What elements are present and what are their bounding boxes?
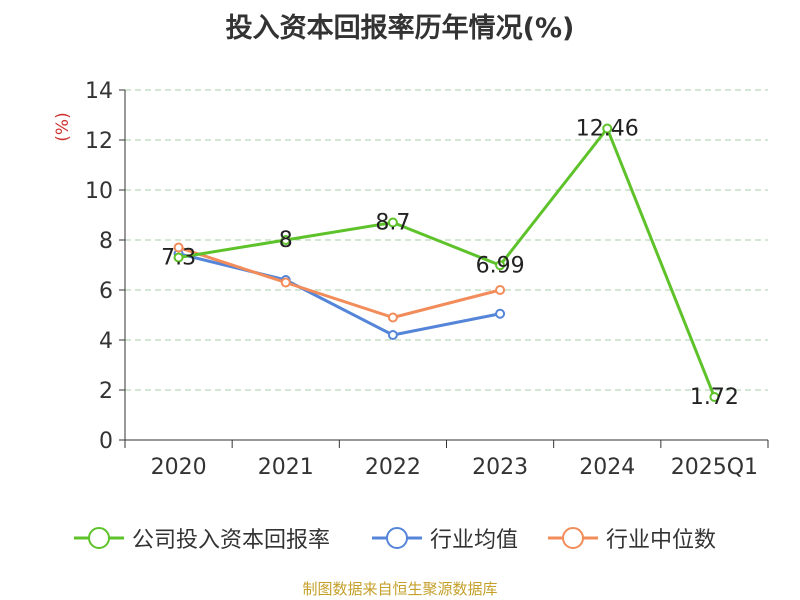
axes: 0 2 4 6 8 10 12 14 2020 2021 2022 2023 2024 2025Q1 — [85, 79, 769, 480]
data-label: 8 — [279, 228, 293, 253]
x-tick-label: 2023 — [472, 455, 528, 480]
legend-item[interactable]: 行业中位数 — [546, 518, 716, 558]
y-tick-label: 12 — [85, 129, 113, 154]
legend-label: 公司投入资本回报率 — [132, 528, 331, 553]
data-labels: 7.3 8 8.7 6.99 12.46 1.72 — [161, 117, 739, 411]
legend-label: 行业中位数 — [606, 528, 717, 553]
legend-marker — [562, 527, 584, 549]
x-tick-label: 2025Q1 — [671, 455, 758, 480]
data-label: 7.3 — [161, 246, 196, 271]
data-point — [280, 277, 291, 288]
legend-item[interactable]: 行业均值 — [370, 518, 518, 558]
y-tick-label: 8 — [99, 229, 113, 254]
data-point — [173, 242, 184, 253]
data-point — [387, 312, 398, 323]
data-point — [709, 392, 720, 402]
x-tick-label: 2022 — [365, 455, 421, 480]
legend-line-circle-icon — [548, 527, 598, 549]
data-point — [602, 123, 613, 134]
y-tick-label: 4 — [99, 329, 113, 354]
legend-line-circle-icon — [372, 527, 422, 549]
legend-marker — [88, 527, 110, 549]
series-line — [178, 252, 501, 337]
legend: 公司投入资本回报率 行业均值 行业中位数 — [0, 518, 800, 558]
data-point — [173, 252, 184, 263]
legend-marker — [386, 527, 408, 549]
data-point — [495, 260, 506, 271]
y-axis-label: (%) — [53, 112, 73, 141]
source-note: 制图数据来自恒生聚源数据库 — [302, 580, 498, 598]
data-point — [387, 330, 398, 340]
legend-line-circle-icon — [74, 527, 124, 549]
data-point — [387, 217, 398, 228]
series-line — [178, 127, 716, 398]
data-label: 12.46 — [576, 117, 639, 142]
data-label: 1.72 — [690, 385, 739, 410]
y-tick-label: 14 — [85, 79, 113, 104]
data-label: 8.7 — [375, 211, 410, 236]
grid-lines — [125, 89, 768, 391]
y-tick-label: 0 — [99, 429, 113, 454]
series-lines — [173, 123, 720, 402]
x-tick-label: 2024 — [579, 455, 635, 480]
legend-item[interactable]: 公司投入资本回报率 — [72, 518, 330, 558]
y-tick-label: 10 — [85, 179, 113, 204]
legend-label: 行业均值 — [430, 528, 519, 553]
series-line — [178, 246, 501, 319]
data-point — [495, 285, 506, 295]
data-point — [280, 235, 291, 245]
x-tick-label: 2021 — [258, 455, 314, 480]
y-tick-label: 2 — [99, 379, 113, 404]
chart-title: 投入资本回报率历年情况(%) — [225, 13, 575, 44]
y-tick-label: 6 — [99, 279, 113, 304]
x-tick-label: 2020 — [151, 455, 207, 480]
data-label: 6.99 — [476, 253, 525, 278]
data-point — [495, 308, 506, 319]
